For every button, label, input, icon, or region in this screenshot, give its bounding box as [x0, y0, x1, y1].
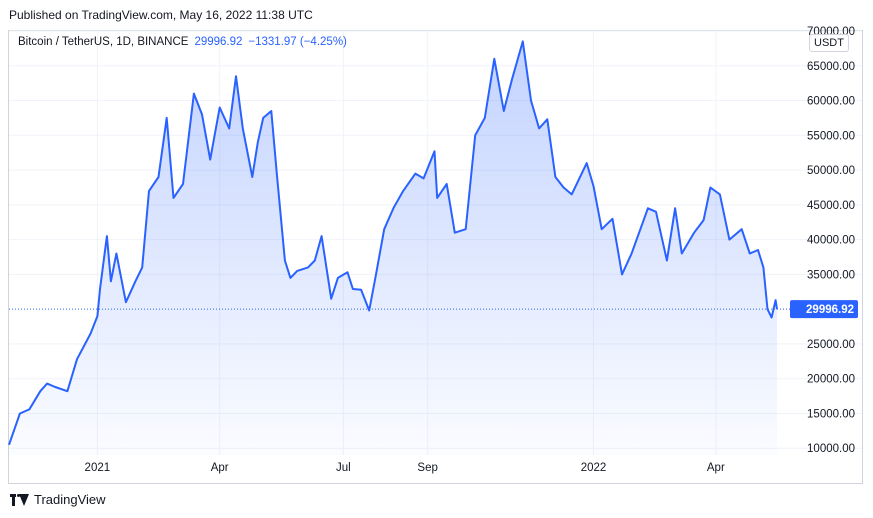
y-tick-label: 55000.00	[807, 130, 855, 142]
x-tick-label: Sep	[417, 462, 437, 474]
price-line	[8, 40, 778, 446]
y-tick-label: 60000.00	[807, 96, 855, 108]
symbol-name: Bitcoin / TetherUS, 1D, BINANCE	[18, 36, 189, 48]
y-tick-label: 40000.00	[807, 235, 855, 247]
x-axis[interactable]: 2021 Apr Jul Sep 2022 Apr	[85, 462, 725, 474]
y-tick-label: 45000.00	[807, 200, 855, 212]
legend-price: 29996.92	[194, 36, 243, 48]
currency-button[interactable]: USDT	[809, 34, 849, 52]
footer-brand[interactable]: TradingView	[10, 492, 106, 507]
x-tick-label: 2021	[85, 462, 111, 474]
legend-change: −1331.97 (−4.25%)	[248, 36, 347, 48]
x-tick-label: Apr	[707, 462, 725, 474]
y-tick-label: 65000.00	[807, 61, 855, 73]
y-tick-label: 50000.00	[807, 165, 855, 177]
footer-brand-label: TradingView	[34, 492, 106, 507]
x-tick-label: 2022	[581, 462, 607, 474]
last-price-label: 29996.92	[806, 304, 854, 316]
y-tick-label: 25000.00	[807, 339, 855, 351]
tradingview-logo-icon	[10, 493, 30, 506]
y-tick-label: 10000.00	[807, 443, 855, 455]
y-tick-label: 15000.00	[807, 408, 855, 420]
symbol-legend: Bitcoin / TetherUS, 1D, BINANCE 29996.92−…	[18, 36, 347, 48]
x-tick-label: Apr	[211, 462, 229, 474]
y-tick-label: 20000.00	[807, 374, 855, 386]
y-axis[interactable]: 10000.00 15000.00 20000.00 25000.00 35000.00…	[807, 26, 855, 455]
last-price-tag-bg	[790, 300, 858, 319]
y-tick-label: 35000.00	[807, 269, 855, 281]
published-caption: Published on TradingView.com, May 16, 20…	[9, 8, 313, 22]
price-area-fill	[9, 41, 777, 456]
last-price-tag: 29996.92	[790, 300, 858, 319]
x-tick-label: Jul	[336, 462, 351, 474]
